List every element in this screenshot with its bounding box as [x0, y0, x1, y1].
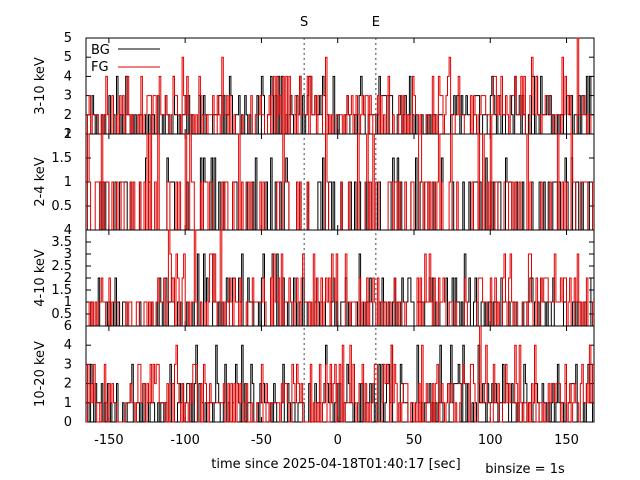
- y-tick-label: 1.5: [51, 151, 72, 166]
- y-axis-label: 3-10 keV: [33, 57, 48, 115]
- y-top-label: 4: [64, 223, 72, 238]
- series-fg-line: [86, 325, 594, 423]
- y-top-label: 2: [64, 127, 72, 142]
- y-tick-label: 1.5: [51, 283, 72, 298]
- series-fg-line: [86, 229, 594, 327]
- x-tick-label: 150: [554, 433, 579, 448]
- series-bg-line: [86, 75, 594, 135]
- legend: BG FG: [91, 43, 160, 75]
- panel-frame: [85, 325, 595, 423]
- x-tick-label: 50: [406, 433, 423, 448]
- y-tick-label: 2: [64, 108, 72, 123]
- y-axis-label: 10-20 keV: [33, 341, 48, 407]
- x-axis: -150 -100 -50 0 50 100 150: [94, 433, 579, 448]
- x-axis-label: time since 2025-04-18T01:40:17 [sec]: [211, 457, 460, 472]
- y-tick-label: 0.5: [51, 199, 72, 214]
- x-tick-label: 0: [334, 433, 342, 448]
- y-tick-label: 2: [64, 271, 72, 286]
- y-tick-label: 1: [64, 295, 72, 310]
- panel-2: 0.5 1 1.5 2 2-4 keV: [33, 127, 595, 231]
- y-top-label: 6: [64, 319, 72, 334]
- y-top-label: 5: [64, 31, 72, 46]
- legend-entry-bg-label: BG: [91, 43, 110, 58]
- binsize-label: binsize = 1s: [485, 462, 565, 477]
- x-tick-label: -50: [251, 433, 272, 448]
- marker-label-e: E: [372, 15, 380, 30]
- y-tick-label: 2: [64, 377, 72, 392]
- y-tick-label: 3: [64, 357, 72, 372]
- y-tick-label: 3: [64, 247, 72, 262]
- panel-3: 0.511.522.533.54 4-10 keV: [33, 223, 595, 327]
- y-tick-label: 1: [64, 175, 72, 190]
- y-tick-label: 2.5: [51, 259, 72, 274]
- y-tick-label: 1: [64, 396, 72, 411]
- y-tick-label: 3.5: [51, 235, 72, 250]
- series-bg-line: [86, 344, 594, 423]
- panel-4: 0 1 2 3 4 6 10-20 keV: [33, 319, 595, 430]
- legend-entry-fg-label: FG: [91, 60, 109, 75]
- marker-label-s: S: [300, 15, 308, 30]
- y-axis-label: 4-10 keV: [33, 249, 48, 307]
- y-axis-label: 2-4 keV: [33, 157, 48, 206]
- x-tick-label: -100: [170, 433, 200, 448]
- series-bg-line: [86, 157, 594, 231]
- y-tick-label: 0: [64, 415, 72, 430]
- y-tick-label: 4: [64, 338, 72, 353]
- y-tick-label: 5: [64, 50, 72, 65]
- y-tick-label: 3: [64, 89, 72, 104]
- y-tick-label: 4: [64, 69, 72, 84]
- x-tick-label: -150: [94, 433, 124, 448]
- y-tick-label: 1: [64, 127, 72, 142]
- y-tick-label: 0.5: [51, 307, 72, 322]
- x-tick-label: 100: [478, 433, 503, 448]
